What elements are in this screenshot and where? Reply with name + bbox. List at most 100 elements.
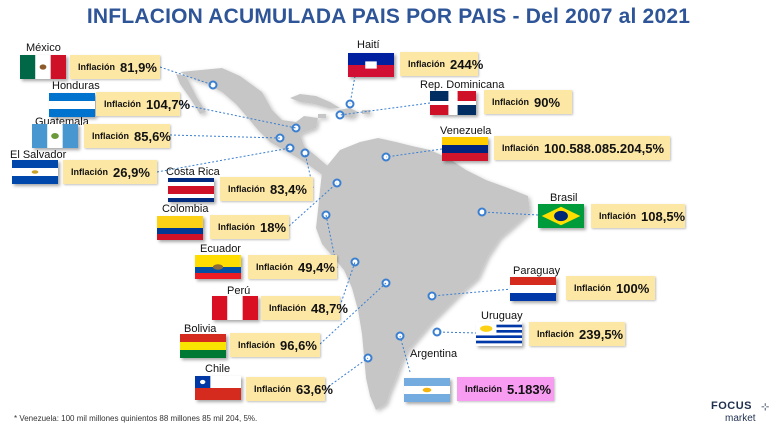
inflation-label: Inflación: [256, 262, 294, 272]
inflation-value: 18%: [260, 219, 287, 235]
inflation-value: 5.183%: [507, 381, 552, 397]
central-america-landmass: [180, 68, 330, 176]
peru-flag-icon: [212, 296, 258, 320]
inflation-value: 239,5%: [579, 326, 624, 342]
country-name-repdominicana: Rep. Dominicana: [420, 79, 505, 91]
inflation-label: Inflación: [492, 97, 530, 107]
country-name-venezuela: Venezuela: [440, 125, 492, 137]
inflation-label: Inflación: [599, 211, 637, 221]
country-name-argentina: Argentina: [410, 348, 458, 360]
country-name-uruguay: Uruguay: [481, 310, 523, 322]
inflation-box-peru: Inflación 48,7%: [261, 296, 348, 320]
inflation-value: 26,9%: [113, 164, 150, 180]
inflation-value: 100.588.085.204,5%: [544, 140, 665, 156]
rd-marker: [335, 110, 345, 120]
inflation-box-haiti: Inflación 244%: [400, 52, 483, 76]
inflation-box-argentina: Inflación 5.183%: [457, 377, 554, 401]
paraguay-flag-icon: [510, 277, 556, 301]
inflation-value: 48,7%: [311, 300, 348, 316]
logo-plus-icon: ⊹: [761, 402, 770, 413]
elsalvador-marker: [285, 143, 295, 153]
inflation-label: Inflación: [228, 184, 266, 194]
country-name-mexico: México: [26, 42, 61, 54]
guatemala-marker: [275, 133, 285, 143]
country-name-ecuador: Ecuador: [200, 243, 241, 255]
inflation-value: 83,4%: [270, 181, 307, 197]
inflation-value: 104,7%: [146, 96, 191, 112]
uruguay-flag-icon: [476, 322, 522, 346]
guatemala-flag-icon: [32, 124, 78, 148]
country-name-honduras: Honduras: [52, 80, 100, 92]
costarica-flag-icon: [168, 178, 214, 202]
inflation-value: 90%: [534, 94, 561, 110]
argentina-flag-icon: [404, 378, 450, 402]
inflation-box-venezuela: Inflación 100.588.085.204,5%: [494, 136, 670, 160]
venezuela-flag-icon: [442, 137, 488, 161]
peru-marker: [350, 257, 360, 267]
inflation-value: 108,5%: [641, 208, 686, 224]
inflation-box-colombia: Inflación 18%: [210, 215, 289, 239]
focus-market-logo: FOCUS market ⊹: [711, 400, 771, 428]
inflation-value: 63,6%: [296, 381, 333, 397]
inflation-box-brasil: Inflación 108,5%: [591, 204, 685, 228]
mexico-flag-icon: [20, 55, 66, 79]
baja-california: [176, 74, 206, 114]
ecuador-marker: [321, 210, 331, 220]
inflation-label: Inflación: [269, 303, 307, 313]
south-america-landmass: [316, 138, 530, 410]
logo-line2: market: [725, 413, 756, 424]
inflation-label: Inflación: [104, 99, 142, 109]
inflation-box-uruguay: Inflación 239,5%: [529, 322, 625, 346]
footnote: * Venezuela: 100 mil millones quinientos…: [14, 414, 258, 423]
inflation-label: Inflación: [254, 384, 292, 394]
inflation-label: Inflación: [408, 59, 446, 69]
inflation-label: Inflación: [574, 283, 612, 293]
logo-line1: FOCUS: [711, 400, 752, 412]
inflation-box-chile: Inflación 63,6%: [246, 377, 333, 401]
inflation-label: Inflación: [465, 384, 503, 394]
jamaica: [318, 114, 326, 118]
inflation-value: 100%: [616, 280, 650, 296]
inflation-box-elsalvador: Inflación 26,9%: [63, 160, 157, 184]
mexico-marker: [208, 80, 218, 90]
inflation-value: 81,9%: [120, 59, 157, 75]
inflation-box-mexico: Inflación 81,9%: [70, 55, 160, 79]
country-name-paraguay: Paraguay: [513, 265, 561, 277]
inflation-box-costarica: Inflación 83,4%: [220, 177, 313, 201]
inflation-label: Inflación: [92, 131, 130, 141]
inflation-label: Inflación: [502, 143, 540, 153]
cuba: [290, 94, 340, 108]
country-name-costarica: Costa Rica: [166, 166, 220, 178]
inflation-label: Inflación: [238, 340, 276, 350]
inflation-label: Inflación: [71, 167, 109, 177]
costarica-marker: [300, 148, 310, 158]
inflation-box-ecuador: Inflación 49,4%: [248, 255, 337, 279]
chile-flag-icon: [195, 376, 241, 400]
bolivia-flag-icon: [180, 334, 226, 358]
inflation-box-bolivia: Inflación 96,6%: [230, 333, 320, 357]
colombia-flag-icon: [157, 216, 203, 240]
country-name-bolivia: Bolivia: [184, 323, 217, 335]
ecuador-flag-icon: [195, 255, 241, 279]
inflation-box-paraguay: Inflación 100%: [566, 276, 655, 300]
repdominicana-flag-icon: [430, 91, 476, 115]
inflation-value: 85,6%: [134, 128, 171, 144]
inflation-value: 96,6%: [280, 337, 317, 353]
country-name-brasil: Brasil: [550, 192, 578, 204]
honduras-marker: [291, 123, 301, 133]
country-name-chile: Chile: [205, 363, 231, 375]
honduras-flag-icon: [49, 93, 95, 117]
brasil-flag-icon: [538, 204, 584, 228]
inflation-box-guatemala: Inflación 85,6%: [84, 124, 171, 148]
page-title: INFLACION ACUMULADA PAIS POR PAIS - Del …: [86, 5, 691, 28]
country-name-colombia: Colombia: [162, 203, 209, 215]
inflation-box-repdominicana: Inflación 90%: [484, 90, 572, 114]
country-name-haiti: Haití: [357, 39, 380, 51]
inflation-label: Inflación: [78, 62, 116, 72]
haiti-flag-icon: [348, 53, 394, 77]
inflation-value: 49,4%: [298, 259, 335, 275]
country-name-elsalvador: El Salvador: [10, 149, 67, 161]
inflation-label: Inflación: [218, 222, 256, 232]
elsalvador-flag-icon: [12, 160, 58, 184]
